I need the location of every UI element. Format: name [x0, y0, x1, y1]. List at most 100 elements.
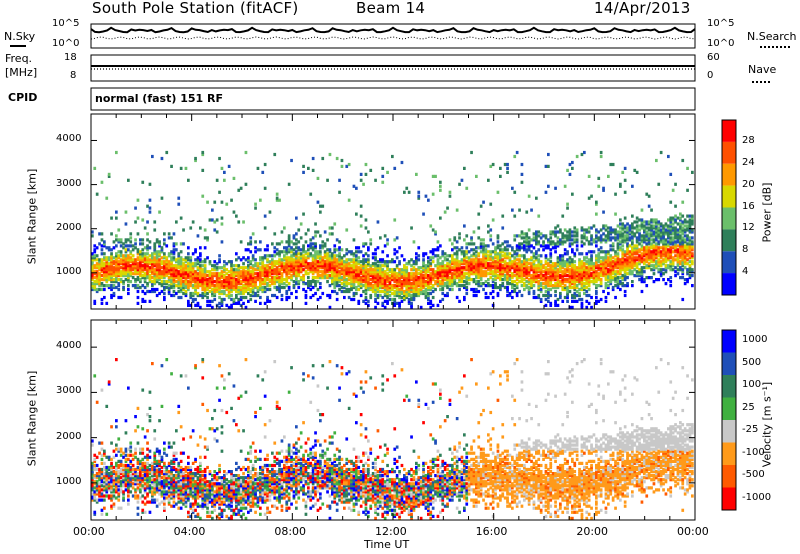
power-cell	[583, 270, 586, 274]
power-cell	[136, 198, 140, 202]
power-cell	[175, 280, 178, 284]
power-cell	[609, 266, 613, 270]
power-cell	[350, 274, 353, 278]
power-cell	[525, 264, 529, 268]
power-cell	[571, 242, 574, 246]
power-cell	[314, 264, 317, 268]
power-cell	[163, 232, 166, 236]
power-cell	[136, 264, 140, 268]
power-cell	[100, 268, 104, 272]
power-cell	[395, 264, 399, 268]
power-cell	[374, 289, 377, 294]
power-cell	[350, 280, 353, 284]
power-cell	[441, 278, 445, 282]
power-cell	[458, 260, 461, 264]
power-cell	[172, 289, 176, 294]
power-cell	[364, 289, 368, 294]
power-cell	[595, 230, 598, 234]
power-cell	[105, 268, 109, 272]
power-cell	[91, 254, 94, 258]
power-cell	[566, 230, 569, 234]
power-cell	[345, 289, 349, 294]
power-cell	[635, 250, 639, 254]
power-cell	[307, 256, 310, 260]
power-cell	[419, 270, 423, 274]
power-cell	[436, 274, 440, 278]
power-cell	[479, 268, 483, 272]
power-cell	[573, 274, 577, 278]
power-cell	[227, 280, 231, 284]
power-cell	[242, 289, 245, 294]
power-cell	[223, 280, 226, 284]
power-cell	[532, 268, 536, 272]
power-cell	[455, 258, 459, 262]
power-cell	[446, 284, 449, 288]
power-cell	[376, 268, 380, 272]
power-cell	[667, 218, 670, 222]
power-cell	[352, 276, 356, 280]
power-cell	[338, 262, 341, 266]
power-cell	[676, 244, 680, 248]
power-cell	[580, 305, 584, 309]
power-cell	[367, 284, 370, 288]
power-cell	[182, 274, 185, 278]
power-cell	[403, 266, 406, 270]
power-cell	[554, 276, 557, 280]
power-cell	[352, 268, 356, 272]
power-cell	[686, 278, 689, 282]
power-cell	[621, 250, 625, 254]
power-cell	[429, 285, 433, 290]
power-cell	[208, 218, 212, 222]
power-cell	[182, 268, 185, 272]
power-cell	[619, 258, 622, 262]
power-cell	[357, 266, 361, 270]
power-cell	[235, 274, 238, 278]
power-cell	[189, 282, 193, 286]
power-cell	[230, 268, 233, 272]
power-cell	[621, 244, 625, 248]
power-cell	[304, 301, 308, 305]
power-cell	[657, 252, 661, 256]
power-cell	[107, 276, 111, 280]
power-cell	[511, 272, 514, 276]
power-cell	[650, 264, 653, 268]
power-cell	[604, 252, 608, 256]
power-cell	[163, 264, 166, 268]
power-cell	[597, 274, 601, 278]
power-cell	[667, 250, 670, 254]
power-cell	[151, 282, 154, 286]
power-cell	[479, 276, 483, 280]
power-cell	[566, 293, 569, 298]
power-cell	[374, 278, 377, 282]
power-cell	[549, 252, 553, 256]
power-cell	[563, 260, 567, 264]
power-cell	[671, 188, 675, 192]
power-cell	[119, 258, 123, 262]
power-cell	[175, 291, 178, 296]
power-cell	[455, 268, 459, 272]
power-cell	[585, 293, 589, 298]
power-cell	[506, 289, 509, 294]
power-cell	[158, 250, 161, 254]
power-cell	[141, 266, 145, 270]
power-cell	[189, 303, 193, 307]
power-cell	[556, 242, 560, 246]
power-cell	[451, 268, 454, 272]
power-cell	[302, 246, 305, 250]
power-cell	[374, 305, 377, 309]
power-cell	[640, 222, 644, 226]
power-cell	[424, 295, 428, 300]
power-cell	[655, 222, 658, 226]
power-cell	[662, 242, 665, 246]
power-cell	[292, 285, 296, 290]
power-cell	[647, 220, 651, 224]
power-cell	[686, 242, 689, 246]
power-cell	[583, 291, 586, 296]
power-cell	[499, 274, 502, 278]
power-cell	[561, 240, 565, 244]
power-cell	[302, 278, 305, 282]
power-cell	[352, 184, 356, 188]
power-cell	[273, 254, 277, 258]
power-cell	[616, 244, 620, 248]
power-cell	[407, 285, 411, 290]
